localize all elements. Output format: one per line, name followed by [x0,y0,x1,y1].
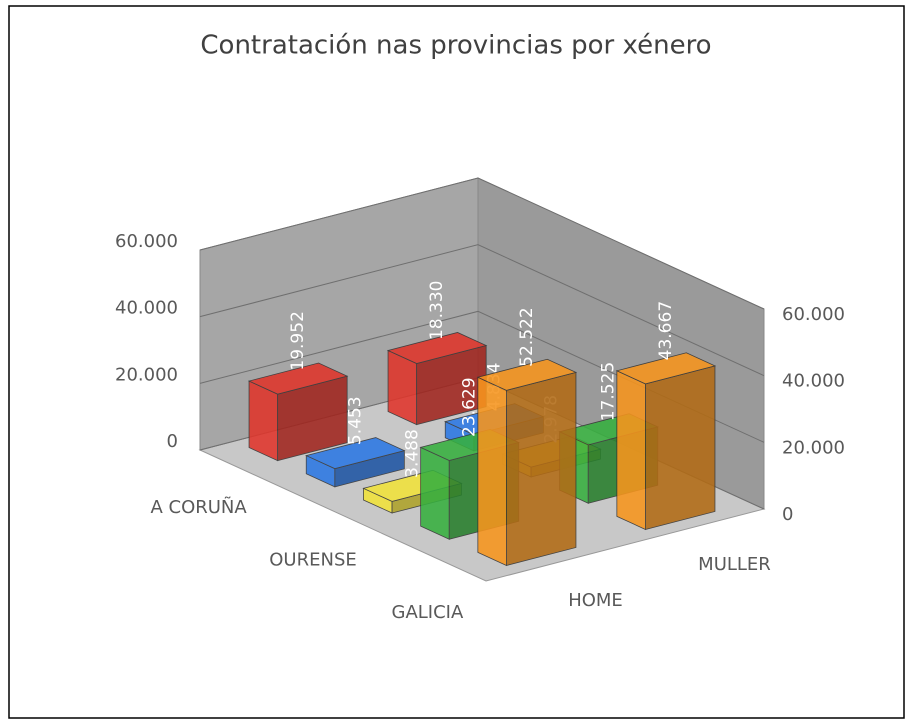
grid-line [199,177,765,310]
y2-tick-label: 0 [782,504,793,525]
bar-top [615,352,717,385]
data-label: 17.525 [599,362,619,421]
data-label: 43.667 [656,301,676,360]
bar-top [476,358,578,391]
grid-line [199,244,765,377]
x-tick-label: GALICIA [392,602,464,623]
y2-tick-label: 20.000 [782,437,845,458]
depth-label: MULLER [698,554,771,575]
bar [386,332,488,426]
bar-top [247,362,349,395]
bar-front [477,376,507,567]
data-label: 3.488 [403,429,423,478]
y-tick-label: 40.000 [115,298,178,319]
y2-tick-label: 40.000 [782,371,845,392]
data-label: 52.522 [517,307,537,366]
data-label: 19.952 [288,311,308,370]
data-label: 18.330 [427,281,447,340]
y2-tick-label: 60.000 [782,304,845,325]
data-label: 5.453 [345,396,365,445]
bar-top [386,332,488,364]
bar-front [616,370,646,531]
data-label: 23.629 [460,377,480,436]
bar-side [506,371,577,566]
y-tick-label: 0 [167,431,178,452]
bar [247,362,349,462]
bar-front [420,446,450,540]
x-tick-label: OURENSE [269,550,357,571]
bar-top [305,437,406,470]
bar [305,437,406,488]
bar-side [645,365,716,530]
y-tick-label: 20.000 [115,364,178,385]
bar [476,358,578,567]
x-tick-label: A CORUÑA [150,496,247,518]
y-tick-label: 60.000 [115,231,178,252]
depth-label: HOME [568,590,623,611]
bar [615,352,717,531]
chart-title: Contratación nas provincias por xénero [200,31,711,61]
bar-front [248,380,279,462]
